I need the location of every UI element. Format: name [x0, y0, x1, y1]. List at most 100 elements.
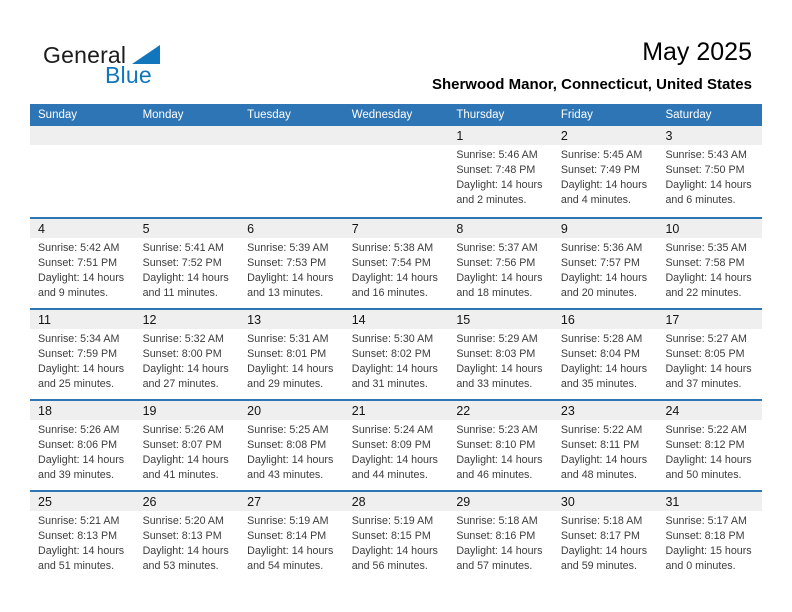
day-cell-1: 1 Sunrise: 5:46 AM Sunset: 7:48 PM Daylight…: [448, 126, 553, 217]
day-daylight-text-line1: Daylight: 14 hours: [142, 454, 229, 466]
day-sunrise-text: Sunrise: 5:45 AM: [560, 149, 643, 161]
day-daylight-text-line1: Daylight: 14 hours: [456, 179, 543, 191]
day-daylight-text-line1: Daylight: 14 hours: [247, 454, 334, 466]
day-sunrise-text: Sunrise: 5:46 AM: [456, 149, 538, 161]
day-number: 16: [560, 313, 575, 327]
day-sunset-text: Sunset: 7:53 PM: [247, 257, 327, 269]
day-sunset-text: Sunset: 7:57 PM: [560, 257, 640, 269]
day-number-band: 7: [343, 219, 449, 238]
day-number: 22: [456, 404, 471, 418]
day-sunset-text: Sunset: 8:12 PM: [665, 439, 745, 451]
day-daylight-text-line1: Daylight: 14 hours: [38, 454, 125, 466]
day-cell-29: 29 Sunrise: 5:18 AM Sunset: 8:16 PM Dayligh…: [448, 492, 553, 581]
day-daylight-text-line1: Daylight: 14 hours: [560, 179, 648, 191]
day-details: Sunrise: 5:21 AM Sunset: 8:13 PM Daylight:…: [30, 511, 135, 574]
day-daylight-text-line2: and 43 minutes.: [247, 469, 324, 481]
day-sunrise-text: Sunrise: 5:38 AM: [351, 242, 434, 254]
day-daylight-text-line1: Daylight: 15 hours: [665, 545, 752, 557]
day-details: Sunrise: 5:38 AM Sunset: 7:54 PM Daylight:…: [344, 238, 449, 301]
day-number: 6: [247, 222, 255, 236]
day-cell-9: 9 Sunrise: 5:36 AM Sunset: 7:57 PM Daylight…: [552, 219, 658, 308]
day-number-band: 27: [239, 492, 344, 511]
day-cell-26: 26 Sunrise: 5:20 AM Sunset: 8:13 PM Dayligh…: [134, 492, 240, 581]
day-number: 10: [665, 222, 680, 236]
day-sunrise-text: Sunrise: 5:32 AM: [142, 333, 224, 345]
day-number: 3: [665, 129, 673, 143]
day-sunset-text: Sunset: 8:18 PM: [665, 530, 745, 542]
day-details: Sunrise: 5:18 AM Sunset: 8:17 PM Daylight:…: [553, 511, 658, 574]
day-sunset-text: Sunset: 8:04 PM: [560, 348, 640, 360]
day-number-band: 21: [343, 401, 449, 420]
day-sunrise-text: Sunrise: 5:17 AM: [665, 515, 747, 527]
weekday-header-monday: Monday: [142, 109, 184, 121]
day-number-band: 29: [448, 492, 553, 511]
week-row-2: 4 Sunrise: 5:42 AM Sunset: 7:51 PM Daylight…: [30, 217, 763, 308]
day-daylight-text-line2: and 16 minutes.: [351, 287, 428, 299]
day-number: 20: [247, 404, 262, 418]
day-sunrise-text: Sunrise: 5:19 AM: [247, 515, 329, 527]
day-details: Sunrise: 5:26 AM Sunset: 8:07 PM Daylight:…: [135, 420, 240, 483]
day-daylight-text-line1: Daylight: 14 hours: [456, 545, 543, 557]
day-daylight-text-line1: Daylight: 14 hours: [665, 454, 752, 466]
day-sunset-text: Sunset: 8:13 PM: [38, 530, 118, 542]
weekday-header-friday: Friday: [560, 109, 593, 121]
day-number: 21: [351, 404, 366, 418]
day-number: 8: [456, 222, 464, 236]
day-daylight-text-line2: and 33 minutes.: [456, 378, 533, 390]
day-cell-10: 10 Sunrise: 5:35 AM Sunset: 7:58 PM Dayligh…: [657, 219, 763, 308]
week-row-1: 1 Sunrise: 5:46 AM Sunset: 7:48 PM Daylight…: [30, 126, 763, 217]
day-details: Sunrise: 5:19 AM Sunset: 8:14 PM Daylight:…: [239, 511, 344, 574]
day-daylight-text-line2: and 22 minutes.: [665, 287, 742, 299]
day-cell-6: 6 Sunrise: 5:39 AM Sunset: 7:53 PM Daylight…: [239, 219, 344, 308]
day-cell-23: 23 Sunrise: 5:22 AM Sunset: 8:11 PM Dayligh…: [552, 401, 658, 490]
day-daylight-text-line1: Daylight: 14 hours: [560, 545, 648, 557]
day-cell-24: 24 Sunrise: 5:22 AM Sunset: 8:12 PM Dayligh…: [657, 401, 763, 490]
day-cell-2: 2 Sunrise: 5:45 AM Sunset: 7:49 PM Daylight…: [552, 126, 658, 217]
day-number-band: 25: [30, 492, 135, 511]
day-cell-empty: [134, 126, 240, 217]
day-daylight-text-line1: Daylight: 14 hours: [665, 272, 752, 284]
day-cell-16: 16 Sunrise: 5:28 AM Sunset: 8:04 PM Dayligh…: [552, 310, 658, 399]
day-sunrise-text: Sunrise: 5:21 AM: [38, 515, 120, 527]
day-sunset-text: Sunset: 8:03 PM: [456, 348, 536, 360]
day-sunset-text: Sunset: 7:58 PM: [665, 257, 745, 269]
weekday-header-wednesday: Wednesday: [351, 109, 413, 121]
day-details: Sunrise: 5:42 AM Sunset: 7:51 PM Daylight:…: [30, 238, 135, 301]
day-details: Sunrise: 5:19 AM Sunset: 8:15 PM Daylight:…: [344, 511, 449, 574]
day-number-band: 15: [448, 310, 553, 329]
day-number-band: 11: [30, 310, 135, 329]
day-daylight-text-line1: Daylight: 14 hours: [351, 272, 438, 284]
day-sunrise-text: Sunrise: 5:36 AM: [560, 242, 643, 254]
day-number: 5: [142, 222, 150, 236]
day-details: Sunrise: 5:25 AM Sunset: 8:08 PM Daylight:…: [239, 420, 344, 483]
day-sunrise-text: Sunrise: 5:24 AM: [351, 424, 434, 436]
day-details: Sunrise: 5:31 AM Sunset: 8:01 PM Daylight:…: [239, 329, 344, 392]
day-daylight-text-line2: and 48 minutes.: [560, 469, 637, 481]
day-sunrise-text: Sunrise: 5:43 AM: [665, 149, 747, 161]
day-daylight-text-line1: Daylight: 14 hours: [38, 363, 125, 375]
day-daylight-text-line2: and 9 minutes.: [38, 287, 109, 299]
day-daylight-text-line1: Daylight: 14 hours: [351, 545, 438, 557]
day-sunrise-text: Sunrise: 5:26 AM: [142, 424, 224, 436]
day-sunrise-text: Sunrise: 5:22 AM: [560, 424, 643, 436]
day-sunset-text: Sunset: 7:59 PM: [38, 348, 118, 360]
day-sunset-text: Sunset: 8:01 PM: [247, 348, 327, 360]
day-sunrise-text: Sunrise: 5:22 AM: [665, 424, 747, 436]
day-sunset-text: Sunset: 8:08 PM: [247, 439, 327, 451]
day-details: Sunrise: 5:36 AM Sunset: 7:57 PM Daylight:…: [553, 238, 658, 301]
day-cell-18: 18 Sunrise: 5:26 AM Sunset: 8:06 PM Dayligh…: [30, 401, 135, 490]
day-number: 15: [456, 313, 471, 327]
day-number-band: 13: [239, 310, 344, 329]
day-daylight-text-line1: Daylight: 14 hours: [351, 363, 438, 375]
day-details: Sunrise: 5:37 AM Sunset: 7:56 PM Daylight:…: [448, 238, 553, 301]
day-cell-21: 21 Sunrise: 5:24 AM Sunset: 8:09 PM Dayligh…: [343, 401, 449, 490]
day-cell-19: 19 Sunrise: 5:26 AM Sunset: 8:07 PM Dayligh…: [134, 401, 240, 490]
day-number: 7: [351, 222, 359, 236]
day-cell-4: 4 Sunrise: 5:42 AM Sunset: 7:51 PM Daylight…: [30, 219, 135, 308]
day-sunrise-text: Sunrise: 5:19 AM: [351, 515, 434, 527]
day-number-band: [239, 126, 344, 145]
day-details: Sunrise: 5:34 AM Sunset: 7:59 PM Daylight:…: [30, 329, 135, 392]
day-details: Sunrise: 5:41 AM Sunset: 7:52 PM Daylight:…: [135, 238, 240, 301]
day-daylight-text-line2: and 54 minutes.: [247, 560, 324, 572]
day-cell-11: 11 Sunrise: 5:34 AM Sunset: 7:59 PM Dayligh…: [30, 310, 135, 399]
